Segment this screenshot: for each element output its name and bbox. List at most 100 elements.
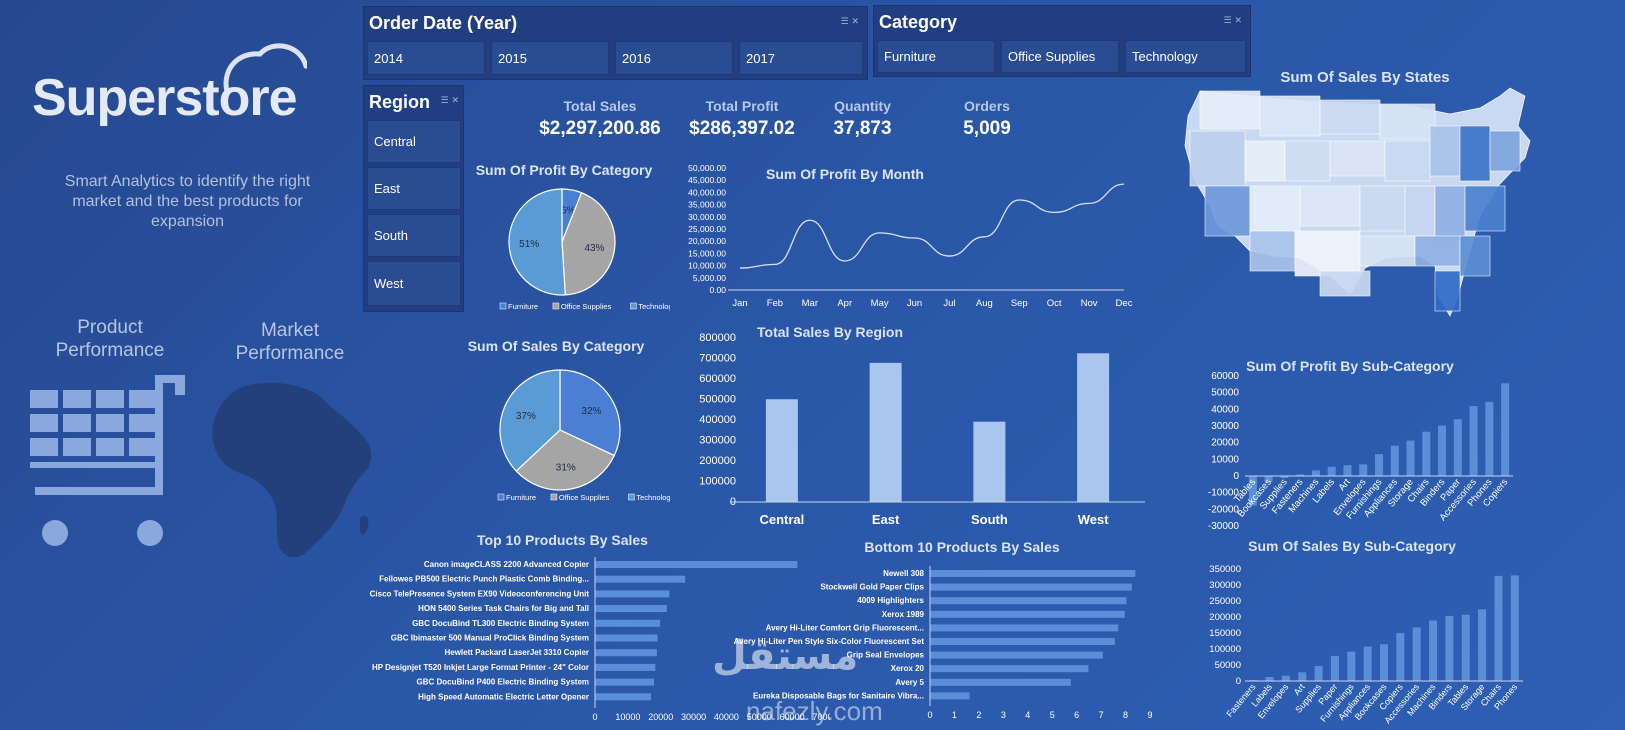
- bar: [595, 663, 656, 671]
- bar: [1281, 675, 1290, 681]
- y-tick-label: 100000: [1209, 644, 1241, 655]
- y-tick-label: 0: [1233, 471, 1239, 482]
- slicer-item-2017[interactable]: 2017: [739, 41, 863, 75]
- bottom-10-products-chart: Newell 308 Stockwell Gold Paper Clips 4009…: [734, 566, 1153, 720]
- slicer-item-south[interactable]: South: [367, 214, 461, 257]
- bar: [930, 638, 1115, 645]
- profit-by-category-chart: 6% 43% 51% Furniture Office Supplies Technolo…: [499, 188, 670, 311]
- pie-data-label: 6%: [561, 206, 576, 217]
- bar: [1359, 464, 1368, 476]
- y-tick-label: 35,000.00: [688, 200, 726, 210]
- y-tick-label: Grip Seal Envelopes: [847, 651, 925, 660]
- bar: [930, 597, 1127, 605]
- bar: [1453, 419, 1462, 476]
- slicer-item-2014[interactable]: 2014: [367, 41, 485, 75]
- shopping-cart-icon[interactable]: [25, 370, 195, 550]
- bar: [1501, 383, 1510, 476]
- pie-data-label: 31%: [556, 463, 576, 474]
- bar: [1406, 440, 1415, 476]
- market-performance-link[interactable]: Market Performance: [235, 320, 345, 364]
- state-region: [1319, 270, 1371, 297]
- slicer-item-2015[interactable]: 2015: [491, 41, 609, 75]
- x-tick-label: Jun: [907, 298, 922, 309]
- pie-data-label: 37%: [516, 411, 536, 422]
- legend-swatch: [550, 493, 558, 501]
- y-tick-label: Hewlett Packard LaserJet 3310 Copier: [444, 648, 589, 657]
- pie-data-label: 43%: [584, 243, 604, 254]
- y-tick-label: Fellowes PB500 Electric Punch Plastic Co…: [379, 575, 589, 584]
- clear-filter-icon[interactable]: ☰ ✕: [1223, 16, 1242, 26]
- legend-label: Office Supplies: [559, 493, 610, 502]
- y-tick-label: 10,000.00: [688, 261, 726, 271]
- sales-by-states-map: [1184, 87, 1531, 317]
- bar: [1461, 614, 1470, 681]
- slicer-item-east[interactable]: East: [367, 167, 461, 210]
- y-tick-label: 45,000.00: [688, 175, 726, 185]
- bar: [1375, 454, 1383, 476]
- legend-swatch: [497, 493, 505, 501]
- chart-title: Sum Of Sales By States: [1280, 69, 1450, 86]
- bar: [930, 570, 1136, 577]
- bar: [1296, 474, 1305, 476]
- state-region: [1459, 125, 1491, 182]
- bar: [1445, 615, 1454, 681]
- x-tick-label: 10000: [615, 712, 640, 722]
- profit-line: [739, 183, 1125, 269]
- slicer-item-furniture[interactable]: Furniture: [877, 40, 995, 73]
- kpi-label: Total Profit: [705, 98, 779, 114]
- watermark-text: nafezly.com: [746, 696, 883, 726]
- x-tick-label: Oct: [1047, 298, 1062, 309]
- kpi-value: $2,297,200.86: [539, 118, 661, 139]
- y-tick-label: 50,000.00: [688, 163, 726, 173]
- y-tick-label: 30000: [1211, 421, 1239, 432]
- slicer-item-office-supplies[interactable]: Office Supplies: [1001, 40, 1119, 73]
- bar: [1422, 431, 1431, 476]
- chart-title: Top 10 Products By Sales: [477, 532, 648, 548]
- y-tick-label: High Speed Automatic Electric Letter Ope…: [418, 692, 589, 701]
- bar: [1478, 609, 1487, 681]
- x-tick-label: Jan: [732, 298, 747, 309]
- x-tick-label: 6: [1074, 710, 1079, 720]
- bar: [595, 634, 658, 642]
- category-slicer: Category ☰ ✕ Furniture Office Supplies T…: [873, 5, 1251, 77]
- clear-filter-icon[interactable]: ☰ ✕: [440, 96, 459, 106]
- bar: [595, 619, 661, 627]
- y-tick-label: 200000: [1209, 612, 1241, 623]
- x-tick-label: 7: [1099, 710, 1104, 720]
- slicer-item-central[interactable]: Central: [367, 120, 461, 163]
- x-tick-label: Nov: [1081, 298, 1098, 309]
- legend-label: Furniture: [508, 302, 538, 311]
- pie-slice: [559, 369, 621, 457]
- product-performance-link[interactable]: Product Performance: [55, 317, 165, 361]
- x-tick-label: West: [1078, 512, 1109, 527]
- x-tick-label: Jul: [943, 298, 955, 309]
- x-tick-label: 1: [952, 710, 957, 720]
- bar: [1327, 466, 1336, 476]
- state-region: [1294, 230, 1361, 277]
- state-region: [1459, 235, 1491, 277]
- top-10-products-chart: Canon imageCLASS 2200 Advanced Copier Fel…: [370, 557, 830, 722]
- state-region: [1249, 185, 1301, 232]
- legend-swatch: [630, 302, 637, 310]
- bar: [1343, 465, 1352, 476]
- y-tick-label: Eureka Disposable Bags for Sanitaire Vib…: [753, 691, 924, 700]
- legend-swatch: [499, 302, 507, 310]
- bar: [1330, 655, 1339, 681]
- slicer-item-technology[interactable]: Technology: [1125, 40, 1246, 73]
- chart-title: Bottom 10 Products By Sales: [864, 539, 1060, 555]
- legend-swatch: [552, 302, 560, 310]
- clear-filter-icon[interactable]: ☰ ✕: [840, 17, 859, 27]
- y-tick-label: 20000: [1211, 438, 1239, 449]
- africa-map-icon[interactable]: [210, 378, 380, 563]
- x-tick-label: Aug: [976, 298, 993, 309]
- state-region: [1404, 185, 1436, 237]
- y-tick-label: 700000: [699, 353, 736, 365]
- x-tick-label: May: [871, 298, 889, 309]
- slicer-item-west[interactable]: West: [367, 261, 461, 306]
- y-tick-label: 15,000.00: [688, 248, 726, 258]
- y-tick-label: 10000: [1211, 454, 1239, 465]
- x-tick-label: Mar: [802, 298, 818, 309]
- bar: [1248, 476, 1257, 506]
- slicer-item-2016[interactable]: 2016: [615, 41, 733, 75]
- bar: [973, 421, 1006, 502]
